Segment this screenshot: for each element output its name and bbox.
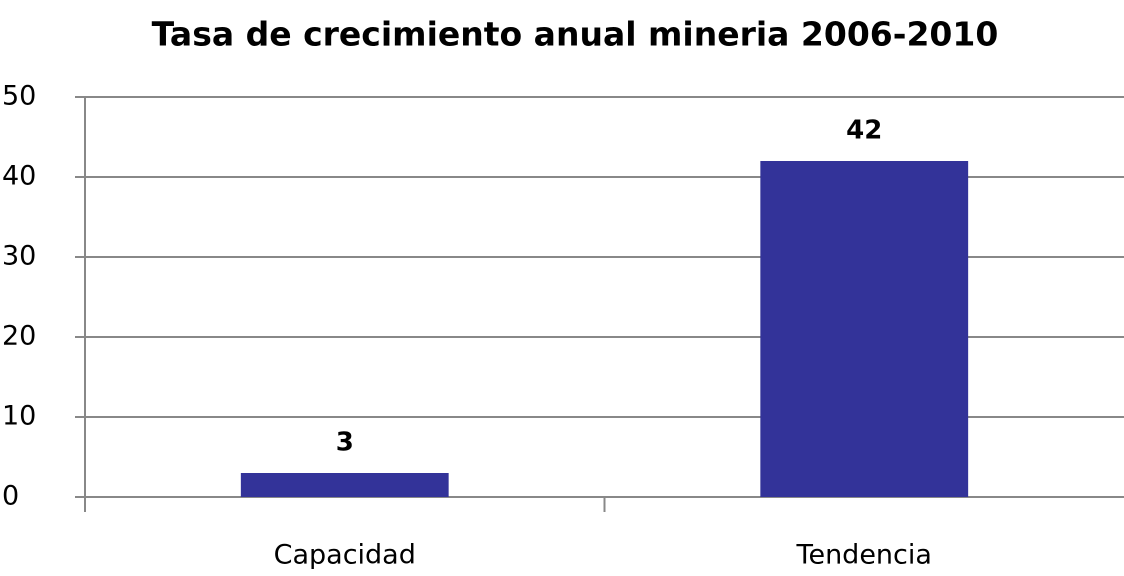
chart-title: Tasa de crecimiento anual mineria 2006-2… bbox=[152, 15, 999, 54]
y-tick-label: 10 bbox=[2, 401, 36, 432]
data-label: 3 bbox=[336, 428, 354, 458]
y-tick-label: 50 bbox=[2, 81, 36, 112]
y-tick-label: 0 bbox=[2, 481, 19, 512]
bar bbox=[760, 161, 969, 497]
y-tick-label: 20 bbox=[2, 321, 36, 352]
bar bbox=[240, 473, 449, 497]
x-tick-label: Capacidad bbox=[274, 540, 416, 571]
x-tick-label: Tendencia bbox=[796, 540, 932, 571]
data-label: 42 bbox=[846, 116, 882, 146]
y-tick-label: 40 bbox=[2, 161, 36, 192]
y-tick-label: 30 bbox=[2, 241, 36, 272]
